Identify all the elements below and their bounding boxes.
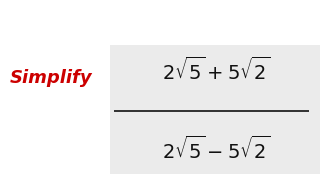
Text: Simplify: Simplify	[10, 69, 92, 87]
Text: $2\sqrt{5} + 5\sqrt{2}$: $2\sqrt{5} + 5\sqrt{2}$	[162, 56, 270, 84]
Text: $2\sqrt{5} - 5\sqrt{2}$: $2\sqrt{5} - 5\sqrt{2}$	[162, 136, 270, 163]
Text: Rationalization of Surds: Rationalization of Surds	[39, 12, 281, 30]
FancyBboxPatch shape	[110, 45, 320, 174]
